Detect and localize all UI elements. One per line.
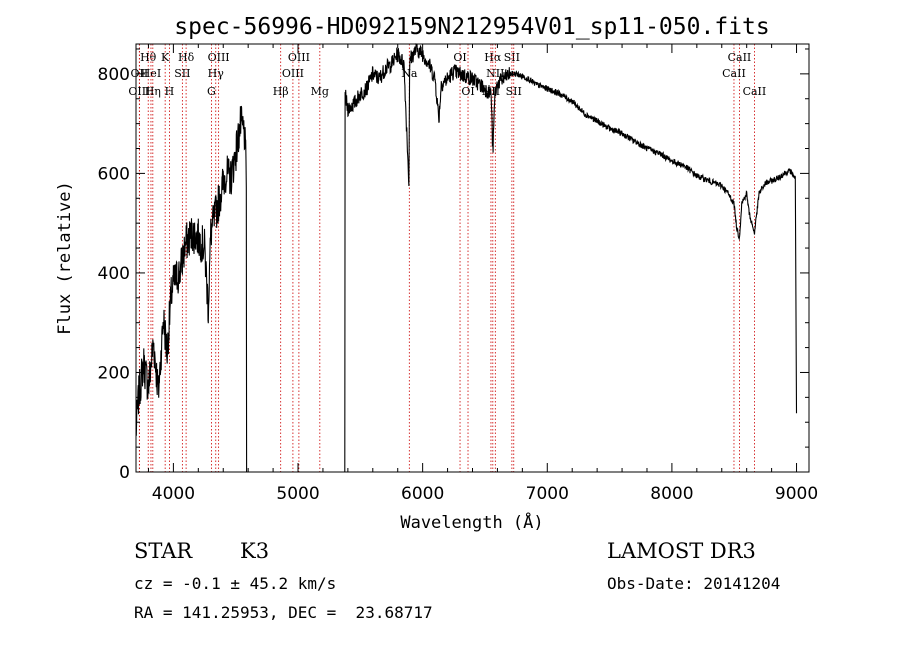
- marker-label-3: HeI: [141, 67, 161, 80]
- subclass-label: K3: [240, 539, 270, 563]
- marker-label-11: G: [207, 85, 216, 98]
- obs-date-line: Obs-Date: 20141204: [607, 574, 781, 593]
- marker-label-15: Mg: [311, 85, 329, 98]
- marker-label-13: OIII: [282, 67, 304, 80]
- marker-label-5: K: [161, 51, 170, 64]
- ra-dec-line: RA = 141.25953, DEC = 23.68717: [134, 603, 433, 622]
- plot-frame: [135, 43, 810, 473]
- marker-label-8: Hδ: [178, 51, 195, 64]
- y-tick-label: 200: [98, 363, 130, 383]
- marker-label-24: CaII: [728, 51, 752, 64]
- x-tick-label: 6000: [401, 484, 444, 504]
- spectrum-line: [135, 43, 798, 473]
- x-tick-label: 7000: [526, 484, 569, 504]
- class-label: STAR: [134, 539, 193, 563]
- marker-label-9: OIII: [208, 51, 230, 64]
- x-tick-label: 4000: [152, 484, 195, 504]
- x-tick-label: 9000: [775, 484, 818, 504]
- x-tick-label: 8000: [650, 484, 693, 504]
- marker-label-26: CaII: [743, 85, 767, 98]
- y-tick-label: 600: [98, 164, 130, 184]
- marker-label-17: OI: [453, 51, 466, 64]
- marker-label-14: Hβ: [273, 85, 289, 98]
- x-tick-label: 5000: [276, 484, 319, 504]
- y-axis-label: Flux (relative): [55, 181, 75, 335]
- marker-label-6: SII: [174, 67, 190, 80]
- marker-label-23: SII: [506, 85, 522, 98]
- marker-label-4: Hη: [145, 85, 161, 98]
- marker-label-0: Hθ: [140, 51, 157, 64]
- marker-label-19: Hα: [484, 51, 502, 64]
- redshift-line: cz = -0.1 ± 45.2 km/s: [134, 574, 337, 593]
- y-axis-ticks: 0 200 400 600 800: [98, 48, 809, 483]
- marker-label-22: SII: [504, 51, 520, 64]
- marker-label-10: Hγ: [208, 67, 225, 80]
- x-axis-ticks: 4000 5000 6000 7000 8000 9000: [147, 44, 818, 504]
- y-tick-label: 400: [98, 264, 130, 284]
- y-tick-label: 800: [98, 65, 130, 85]
- marker-label-12: OIII: [288, 51, 310, 64]
- marker-label-7: H: [165, 85, 175, 98]
- marker-label-18: OI: [461, 85, 474, 98]
- marker-label-2: OIII: [128, 85, 150, 98]
- x-axis-label: Wavelength (Å): [400, 511, 543, 533]
- chart-title: spec-56996-HD092159N212954V01_sp11-050.f…: [174, 14, 769, 40]
- marker-label-25: CaII: [722, 67, 746, 80]
- survey-label: LAMOST DR3: [607, 539, 756, 563]
- y-tick-label: 0: [119, 463, 130, 483]
